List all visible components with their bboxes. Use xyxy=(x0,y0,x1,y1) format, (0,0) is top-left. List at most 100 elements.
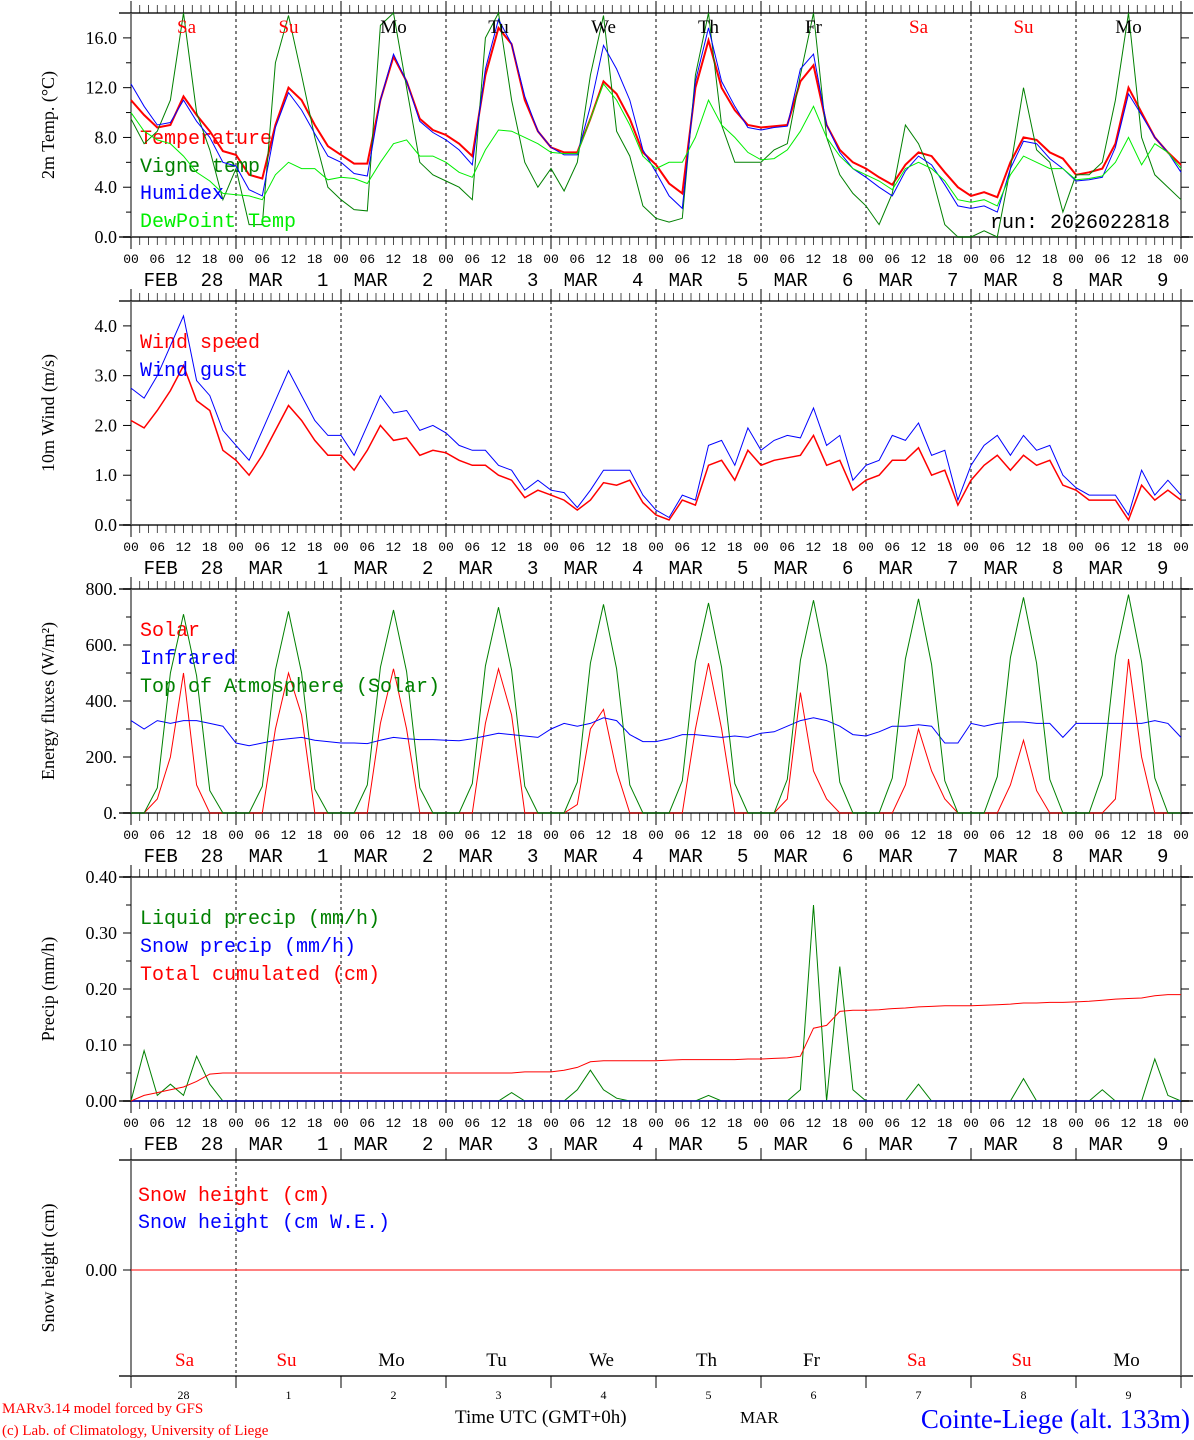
x-hour-label: 18 xyxy=(307,828,323,843)
x-date-label: MAR 2 xyxy=(354,846,434,868)
x-hour-label: 00 xyxy=(123,828,139,843)
series-line-wind-speed xyxy=(130,363,1182,522)
x-date-label: MAR 8 xyxy=(984,558,1064,580)
x-hour-label: 18 xyxy=(307,252,323,267)
x-date-label: MAR 4 xyxy=(564,1134,644,1156)
x-hour-label: 18 xyxy=(1042,1116,1058,1131)
run-label: run: 2026022818 xyxy=(990,212,1170,235)
x-hour-label: 12 xyxy=(806,252,822,267)
day-name-bottom: Sa xyxy=(907,1350,927,1371)
x-hour-label: 12 xyxy=(911,540,927,555)
x-date-label: MAR 2 xyxy=(354,270,434,292)
legend-entry: Infrared xyxy=(140,648,236,671)
x-hour-label: 12 xyxy=(491,540,507,555)
x-hour-label: 06 xyxy=(569,828,585,843)
x-date-label: MAR 2 xyxy=(354,1134,434,1156)
x-hour-label: 00 xyxy=(543,540,559,555)
x-date-label: MAR 1 xyxy=(249,1134,329,1156)
series-line-wind-gust xyxy=(130,314,1182,519)
y-tick-label: 0.00 xyxy=(86,1091,118,1111)
x-hour-label: 12 xyxy=(1121,540,1137,555)
series-line-infrared xyxy=(130,717,1182,747)
x-date-label: MAR 7 xyxy=(879,558,959,580)
series-line-vigne-temp xyxy=(130,11,1182,238)
x-hour-label: 12 xyxy=(1016,828,1032,843)
legend-entry: Liquid precip (mm/h) xyxy=(140,908,380,931)
x-hour-label: 12 xyxy=(176,540,192,555)
x-hour-label: 18 xyxy=(517,540,533,555)
x-hour-label: 06 xyxy=(674,540,690,555)
x-date-label: MAR 9 xyxy=(1089,270,1169,292)
x-hour-label: 12 xyxy=(1121,828,1137,843)
x-hour-label: 06 xyxy=(1094,828,1110,843)
x-hour-label: 00 xyxy=(648,828,664,843)
x-hour-label: 00 xyxy=(1173,540,1189,555)
x-hour-label: 18 xyxy=(1147,1116,1163,1131)
x-hour-label: 18 xyxy=(622,252,638,267)
x-date-label: MAR 6 xyxy=(774,1134,854,1156)
x-hour-label: 18 xyxy=(622,828,638,843)
x-hour-label: 00 xyxy=(438,540,454,555)
x-hour-label: 00 xyxy=(123,540,139,555)
day-name-bottom: Su xyxy=(1011,1350,1032,1371)
x-hour-label: 00 xyxy=(648,540,664,555)
x-date-label: MAR 4 xyxy=(564,846,644,868)
y-axis-label: 10m Wind (m/s) xyxy=(38,354,59,472)
x-hour-label: 06 xyxy=(149,540,165,555)
x-date-label: MAR 4 xyxy=(564,558,644,580)
x-hour-label: 18 xyxy=(1042,540,1058,555)
plot-frame xyxy=(130,12,1182,238)
y-tick-label: 0.30 xyxy=(86,923,118,943)
x-hour-label: 18 xyxy=(727,540,743,555)
x-hour-label: 12 xyxy=(176,1116,192,1131)
x-hour-label: 00 xyxy=(858,828,874,843)
day-number: 4 xyxy=(601,1388,607,1402)
month-label: MAR xyxy=(740,1408,779,1427)
day-name-top: Sa xyxy=(177,17,197,38)
day-name-bottom: Th xyxy=(696,1350,718,1371)
x-hour-label: 00 xyxy=(543,252,559,267)
x-hour-label: 00 xyxy=(753,828,769,843)
x-hour-label: 18 xyxy=(937,252,953,267)
legend-entry: Wind speed xyxy=(140,332,260,355)
y-tick-label: 0.0 xyxy=(95,227,118,247)
x-hour-label: 12 xyxy=(701,540,717,555)
x-hour-label: 00 xyxy=(963,1116,979,1131)
copyright-credit: (c) Lab. of Climatology, University of L… xyxy=(2,1423,269,1439)
y-tick-label: 4.0 xyxy=(95,177,118,197)
x-hour-label: 18 xyxy=(622,1116,638,1131)
x-hour-label: 18 xyxy=(1147,252,1163,267)
plot-frame xyxy=(130,588,1182,814)
day-name-top: Sa xyxy=(909,17,929,38)
x-hour-label: 00 xyxy=(648,1116,664,1131)
x-hour-label: 06 xyxy=(149,828,165,843)
y-tick-label: 1.0 xyxy=(95,465,118,485)
x-hour-label: 00 xyxy=(123,252,139,267)
x-date-label: MAR 7 xyxy=(879,270,959,292)
x-date-label: MAR 8 xyxy=(984,846,1064,868)
x-date-label: MAR 1 xyxy=(249,270,329,292)
x-hour-label: 00 xyxy=(333,828,349,843)
day-number: 2 xyxy=(391,1388,397,1402)
x-hour-label: 12 xyxy=(806,828,822,843)
x-hour-label: 00 xyxy=(1173,828,1189,843)
x-hour-label: 12 xyxy=(176,252,192,267)
x-hour-label: 00 xyxy=(123,1116,139,1131)
legend-entry: Snow height (cm W.E.) xyxy=(138,1212,390,1235)
x-hour-label: 12 xyxy=(596,252,612,267)
x-hour-label: 06 xyxy=(989,1116,1005,1131)
legend-entry: Solar xyxy=(140,620,200,643)
x-hour-label: 12 xyxy=(596,828,612,843)
y-axis-label: Energy fluxes (W/m²) xyxy=(38,622,59,780)
y-tick-label: 0.20 xyxy=(86,979,118,999)
x-hour-label: 18 xyxy=(1147,540,1163,555)
x-hour-label: 00 xyxy=(1173,252,1189,267)
x-hour-label: 18 xyxy=(202,540,218,555)
x-hour-label: 00 xyxy=(333,1116,349,1131)
day-number: 28 xyxy=(178,1388,190,1402)
x-hour-label: 18 xyxy=(202,1116,218,1131)
x-hour-label: 18 xyxy=(832,540,848,555)
x-date-label: MAR 5 xyxy=(669,558,749,580)
x-hour-label: 12 xyxy=(281,1116,297,1131)
x-hour-label: 06 xyxy=(779,828,795,843)
